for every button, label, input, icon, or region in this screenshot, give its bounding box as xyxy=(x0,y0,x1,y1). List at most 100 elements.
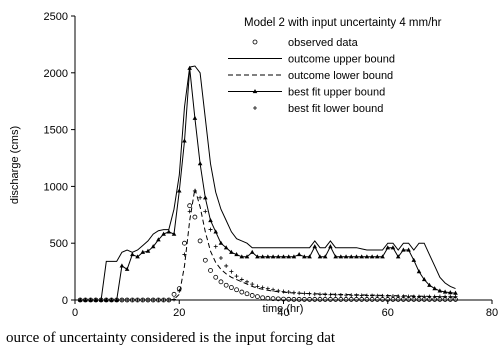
data-point xyxy=(145,298,150,302)
data-point xyxy=(203,209,208,214)
data-point xyxy=(328,292,333,297)
data-point xyxy=(281,296,286,302)
data-point xyxy=(218,240,224,245)
series-line xyxy=(80,188,456,301)
x-tick-label: 80 xyxy=(486,307,498,319)
y-tick-label: 0 xyxy=(62,295,68,307)
data-point xyxy=(192,214,198,220)
data-point xyxy=(296,252,302,257)
data-point xyxy=(417,294,422,299)
data-point xyxy=(338,254,344,259)
data-point xyxy=(239,289,245,295)
y-axis-ticks: 0 500 1000 1500 2000 2500 xyxy=(44,11,75,307)
legend: Model 2 with input uncertainty 4 mm/hr o… xyxy=(228,17,442,115)
data-point xyxy=(364,254,370,259)
data-point xyxy=(448,290,453,295)
data-point xyxy=(187,203,193,209)
data-point xyxy=(406,294,411,299)
data-point xyxy=(182,138,187,143)
legend-label: best fit upper bound xyxy=(288,87,385,99)
data-point xyxy=(145,248,151,253)
data-point xyxy=(135,254,140,259)
data-point xyxy=(260,285,265,290)
data-point xyxy=(228,285,234,290)
chart-title: Model 2 with input uncertainty 4 mm/hr xyxy=(244,17,442,29)
data-point xyxy=(453,290,458,295)
data-point xyxy=(203,195,208,200)
y-tick-label: 1000 xyxy=(44,181,68,193)
data-point xyxy=(192,188,197,193)
data-point xyxy=(88,298,93,302)
series-layer xyxy=(77,65,458,303)
series-line xyxy=(80,65,456,301)
data-point xyxy=(301,297,307,302)
data-point xyxy=(150,244,156,249)
data-point xyxy=(229,269,234,274)
data-point xyxy=(208,268,213,273)
data-point xyxy=(401,294,406,299)
data-point xyxy=(271,287,276,292)
legend-label: outcome lower bound xyxy=(288,70,393,82)
data-point xyxy=(427,294,432,299)
data-point xyxy=(442,289,448,294)
data-point xyxy=(140,298,145,302)
data-point xyxy=(270,254,276,259)
data-point xyxy=(380,293,385,298)
data-point xyxy=(239,277,244,282)
data-point xyxy=(208,227,213,232)
data-point xyxy=(244,291,250,297)
data-point xyxy=(291,290,296,295)
data-point xyxy=(83,298,88,302)
data-point xyxy=(422,294,427,299)
data-point xyxy=(171,291,177,297)
legend-label: best fit lower bound xyxy=(288,103,383,115)
legend-label: observed data xyxy=(288,37,359,49)
series-2 xyxy=(80,188,456,301)
data-point xyxy=(177,288,182,293)
data-point xyxy=(421,277,427,282)
data-point xyxy=(291,297,297,302)
data-point xyxy=(323,292,328,297)
data-point xyxy=(344,293,349,298)
data-point xyxy=(328,244,333,249)
data-point xyxy=(369,254,375,259)
legend-entry: outcome lower bound xyxy=(228,70,393,82)
data-point xyxy=(171,231,177,236)
data-point xyxy=(202,257,208,263)
data-point xyxy=(224,263,229,268)
data-point xyxy=(385,245,391,250)
data-point xyxy=(250,282,255,287)
data-point xyxy=(255,294,260,299)
data-point xyxy=(281,289,286,294)
legend-entry: outcome upper bound xyxy=(228,54,395,66)
series-4 xyxy=(78,188,458,302)
data-point xyxy=(270,296,276,302)
data-point xyxy=(395,254,401,259)
data-point xyxy=(297,291,302,296)
data-point xyxy=(307,297,312,302)
data-point xyxy=(249,249,255,254)
data-point xyxy=(364,297,370,302)
data-point xyxy=(239,254,245,259)
data-point xyxy=(130,252,135,257)
data-point xyxy=(375,254,380,259)
data-point xyxy=(234,274,239,279)
data-point xyxy=(296,297,302,302)
y-axis-label: discharge (cms) xyxy=(9,126,21,204)
data-point xyxy=(385,294,390,299)
data-point xyxy=(275,254,281,259)
data-point xyxy=(182,240,187,246)
data-point xyxy=(218,279,224,285)
data-point xyxy=(78,298,83,302)
data-point xyxy=(291,254,297,259)
data-point xyxy=(364,293,369,298)
legend-marker xyxy=(252,39,258,45)
data-point xyxy=(359,293,364,298)
data-point xyxy=(140,249,146,254)
data-point xyxy=(234,287,239,293)
data-point xyxy=(448,294,453,299)
data-point xyxy=(223,282,229,288)
data-point xyxy=(286,290,291,295)
x-tick-label: 0 xyxy=(72,307,78,319)
data-point xyxy=(151,298,156,302)
